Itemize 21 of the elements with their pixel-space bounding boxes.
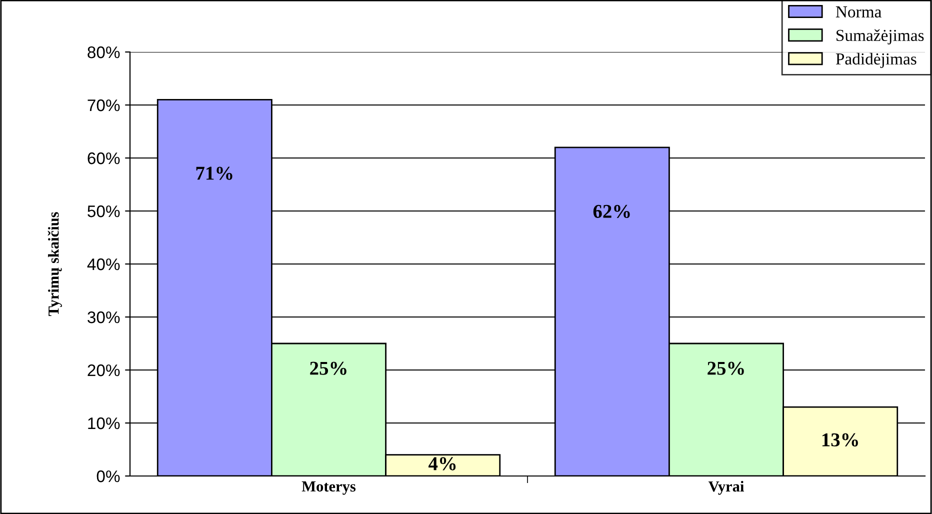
- x-tick-label: Moterys: [302, 481, 356, 495]
- data-label: 25%: [310, 362, 346, 375]
- y-tick-label: 50%: [88, 205, 120, 218]
- legend-label: Norma: [836, 6, 882, 18]
- y-tick-label: 20%: [88, 364, 120, 376]
- y-tick-label: 80%: [88, 46, 120, 58]
- y-axis-title: Tyrimų skaičius: [48, 212, 62, 316]
- legend-label: Padidėjimas: [836, 52, 916, 68]
- x-tick-label: Vyrai: [708, 480, 744, 495]
- data-label: 25%: [708, 362, 744, 375]
- y-tick-label: 10%: [88, 417, 120, 430]
- data-label: 4%: [428, 457, 456, 470]
- y-tick-label: 0%: [96, 470, 120, 482]
- data-label: 13%: [822, 433, 858, 446]
- data-label: 62%: [593, 204, 630, 218]
- y-tick-label: 60%: [88, 152, 120, 164]
- data-label: 71%: [196, 166, 232, 180]
- y-tick-label: 30%: [88, 311, 120, 324]
- legend-label: Sumažėjimas: [836, 29, 924, 44]
- y-tick-label: 70%: [88, 99, 120, 112]
- y-tick-label: 40%: [87, 258, 120, 270]
